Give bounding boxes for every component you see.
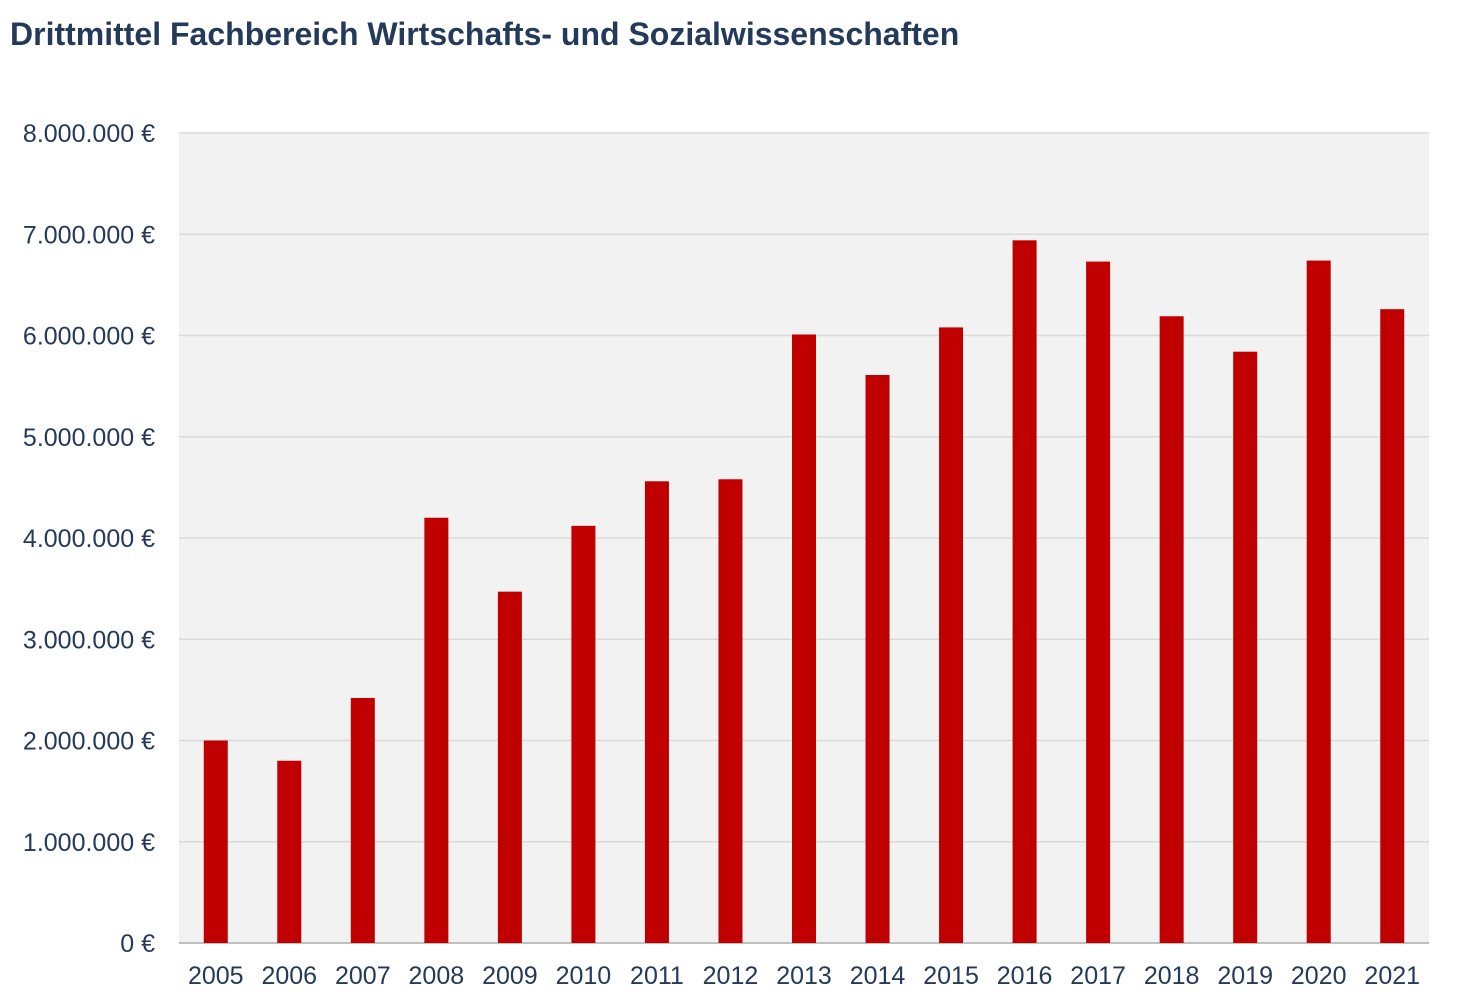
bars xyxy=(203,240,1405,943)
bar-2019 xyxy=(1233,351,1258,943)
x-tick-label: 2019 xyxy=(1217,962,1273,990)
x-tick-label: 2009 xyxy=(482,962,538,990)
bar-2006 xyxy=(277,760,302,943)
bar-2010 xyxy=(571,525,596,943)
bar-2009 xyxy=(497,591,522,943)
bar-2020 xyxy=(1306,260,1331,943)
bar-2015 xyxy=(939,327,964,943)
x-tick-label: 2006 xyxy=(261,962,317,990)
x-tick-label: 2020 xyxy=(1291,962,1347,990)
bar-2016 xyxy=(1012,240,1037,943)
x-tick-label: 2005 xyxy=(188,962,244,990)
x-tick-label: 2017 xyxy=(1070,962,1126,990)
x-tick-label: 2013 xyxy=(776,962,832,990)
bar-2011 xyxy=(644,481,669,943)
x-tick-label: 2021 xyxy=(1364,962,1420,990)
x-tick-label: 2010 xyxy=(556,962,612,990)
x-tick-label: 2016 xyxy=(997,962,1053,990)
y-axis: 0 € 1.000.000 € 2.000.000 € 3.000.000 € 4.00… xyxy=(23,120,155,958)
bar-2013 xyxy=(792,334,816,943)
bar-2012 xyxy=(718,479,743,943)
y-tick-label: 6.000.000 € xyxy=(23,323,155,351)
y-tick-label: 5.000.000 € xyxy=(23,424,155,452)
y-tick-label: 8.000.000 € xyxy=(23,120,155,148)
bar-2008 xyxy=(424,517,449,943)
bar-2021 xyxy=(1380,309,1405,943)
x-tick-label: 2007 xyxy=(335,962,391,990)
bar-2014 xyxy=(865,374,890,943)
y-tick-label: 7.000.000 € xyxy=(23,221,155,249)
bar-2018 xyxy=(1159,316,1184,943)
bar-2005 xyxy=(203,740,228,943)
y-tick-label: 4.000.000 € xyxy=(23,525,155,553)
y-tick-label: 3.000.000 € xyxy=(23,626,155,654)
x-tick-label: 2011 xyxy=(630,962,684,990)
x-axis: 2005 2006 2007 2008 2009 2010 2011 2012 2013 2014… xyxy=(188,962,1420,990)
y-tick-label: 1.000.000 € xyxy=(23,829,155,857)
y-tick-label: 2.000.000 € xyxy=(23,728,155,756)
chart-title: Drittmittel Fachbereich Wirtschafts- und… xyxy=(10,16,960,52)
y-tick-label: 0 € xyxy=(120,930,155,958)
x-tick-label: 2014 xyxy=(850,962,906,990)
x-tick-label: 2008 xyxy=(409,962,465,990)
x-tick-label: 2018 xyxy=(1144,962,1200,990)
x-tick-label: 2012 xyxy=(703,962,759,990)
x-tick-label: 2015 xyxy=(923,962,979,990)
bar-2007 xyxy=(350,697,375,943)
bar-2017 xyxy=(1086,261,1111,943)
